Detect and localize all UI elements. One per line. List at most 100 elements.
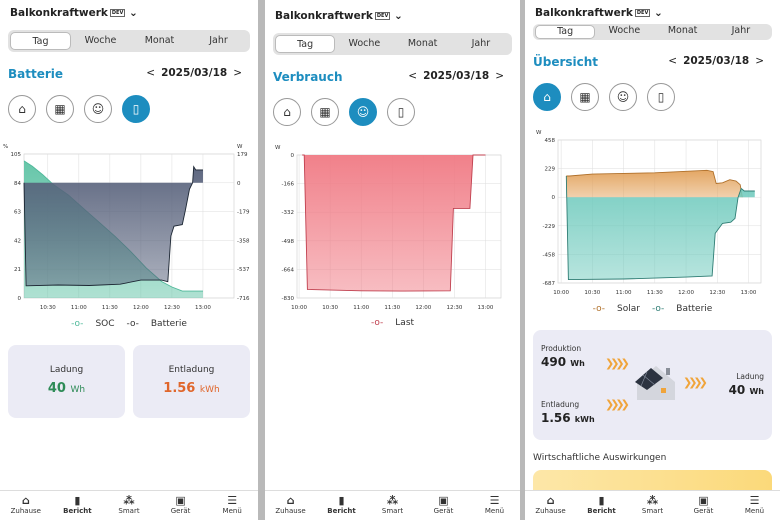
date-label: 2025/03/18 [423,70,490,82]
series-area-solar [566,170,743,198]
tab-monat[interactable]: Monat [407,38,438,49]
nav-smart[interactable]: ⁂ Smart [103,491,155,520]
smart-icon: ⁂ [386,494,399,507]
nav-label: Smart [381,507,404,515]
y-tick-label: 458 [545,138,556,144]
tab-tag[interactable]: Tag [10,32,71,50]
chart-legend: -o- SOC -o- Batterie [0,319,258,329]
x-tick-label: 12:00 [415,305,431,311]
nav-menue[interactable]: ☰ Menü [206,491,258,520]
nav-smart[interactable]: ⁂ Smart [627,491,678,520]
nav-bericht[interactable]: ▮ Bericht [576,491,627,520]
tab-tag[interactable]: Tag [275,35,336,53]
nav-label: Bericht [327,507,356,515]
x-tick-label: 11:00 [353,305,369,311]
consumption-report-screen: Balkonkraftwerk DEV ⌄ Tag Woche Monat Jahr V… [265,0,520,520]
legend-soc-marker: -o- [71,319,84,329]
nav-zuhause[interactable]: ⌂ Zuhause [525,491,576,520]
bulb-icon[interactable]: ☺ [84,95,112,123]
x-tick-label: 11:00 [71,305,87,311]
tab-jahr[interactable]: Jahr [209,35,228,46]
prev-date-button[interactable]: < [146,67,156,79]
home-icon[interactable]: ⌂ [533,83,561,111]
x-tick-label: 12:00 [678,290,694,296]
nav-smart[interactable]: ⁂ Smart [367,491,418,520]
x-tick-label: 10:30 [40,305,56,311]
home-icon: ⌂ [286,494,295,507]
nav-label: Menü [222,507,242,515]
home-icon[interactable]: ⌂ [8,95,36,123]
battery-icon[interactable]: ▯ [122,95,150,123]
y-axis-label: % [3,144,8,150]
prev-date-button[interactable]: < [408,70,418,82]
solar-panel-icon[interactable]: ▦ [46,95,74,123]
battery-icon[interactable]: ▯ [387,98,415,126]
tab-monat[interactable]: Monat [667,25,698,36]
device-icon: ▣ [175,494,186,507]
nav-label: Bericht [63,507,92,515]
series-line-solar [566,169,743,198]
consumption-chart: -830 -664 -498 -332 -166 0 W 10:00 10:30 11:00 11:… [275,145,502,311]
next-date-button[interactable]: > [755,55,764,67]
tab-woche[interactable]: Woche [348,38,381,49]
overview-report-screen: Balkonkraftwerk DEV ⌄ Tag Woche Monat Jahr Ü… [525,0,780,520]
plant-name: Balkonkraftwerk [275,10,373,22]
plant-selector[interactable]: Balkonkraftwerk DEV ⌄ [10,7,138,19]
tab-woche[interactable]: Woche [84,35,117,46]
x-tick-label: 12:30 [709,290,725,296]
section-title: Verbrauch [273,70,343,84]
tab-woche[interactable]: Woche [608,25,641,36]
plant-selector[interactable]: Balkonkraftwerk DEV ⌄ [535,7,663,19]
nav-geraet[interactable]: ▣ Gerät [155,491,207,520]
chevron-down-icon: ⌄ [394,10,403,22]
home-icon[interactable]: ⌂ [273,98,301,126]
period-tabs: Tag Woche Monat Jahr [273,33,512,55]
prev-date-button[interactable]: < [668,55,678,67]
produktion-value: 490 [541,355,567,369]
nav-bericht[interactable]: ▮ Bericht [316,491,367,520]
nav-menue[interactable]: ☰ Menü [729,491,780,520]
x-tick-label: 13:00 [195,305,211,311]
solar-panel-icon[interactable]: ▦ [311,98,339,126]
x-tick-label: 10:00 [553,290,569,296]
chart-icon: ▮ [338,494,345,507]
tab-jahr[interactable]: Jahr [731,25,751,36]
x-tick-label: 10:30 [322,305,338,311]
nav-zuhause[interactable]: ⌂ Zuhause [0,491,52,520]
y-tick-label: -687 [543,281,556,287]
y-tick-label: -458 [543,252,556,258]
x-tick-label: 11:00 [616,290,632,296]
nav-bericht[interactable]: ▮ Bericht [52,491,104,520]
bulb-icon[interactable]: ☺ [609,83,637,111]
y-tick-label: -498 [282,239,295,245]
nav-label: Gerät [170,507,191,515]
chart-legend: -o- Solar -o- Batterie [525,304,780,314]
bulb-icon[interactable]: ☺ [349,98,377,126]
nav-geraet[interactable]: ▣ Gerät [678,491,729,520]
tab-jahr[interactable]: Jahr [471,38,491,49]
x-tick-label: 12:00 [133,305,149,311]
nav-geraet[interactable]: ▣ Gerät [418,491,469,520]
category-icons: ⌂ ▦ ☺ ▯ [8,95,150,123]
nav-menue[interactable]: ☰ Menü [469,491,520,520]
y2-tick-label: -716 [237,296,250,302]
nav-zuhause[interactable]: ⌂ Zuhause [265,491,316,520]
y-tick-label: -664 [282,267,295,273]
tab-monat[interactable]: Monat [144,35,175,46]
tab-tag[interactable]: Tag [535,25,596,39]
solar-panel-icon[interactable]: ▦ [571,83,599,111]
y2-axis-label: W [237,144,243,150]
series-line-batterie [565,175,755,281]
next-date-button[interactable]: > [495,70,504,82]
x-tick-label: 10:30 [584,290,600,296]
next-date-button[interactable]: > [233,67,242,79]
home-icon: ⌂ [546,494,555,507]
entladung-label: Entladung [541,400,580,409]
nav-label: Smart [118,507,140,515]
flow-arrow-icon: ❯❯❯❯ [683,376,708,389]
nav-label: Zuhause [275,507,306,515]
plant-selector[interactable]: Balkonkraftwerk DEV ⌄ [275,10,403,22]
ladung-unit: Wh [70,385,86,395]
battery-icon[interactable]: ▯ [647,83,675,111]
